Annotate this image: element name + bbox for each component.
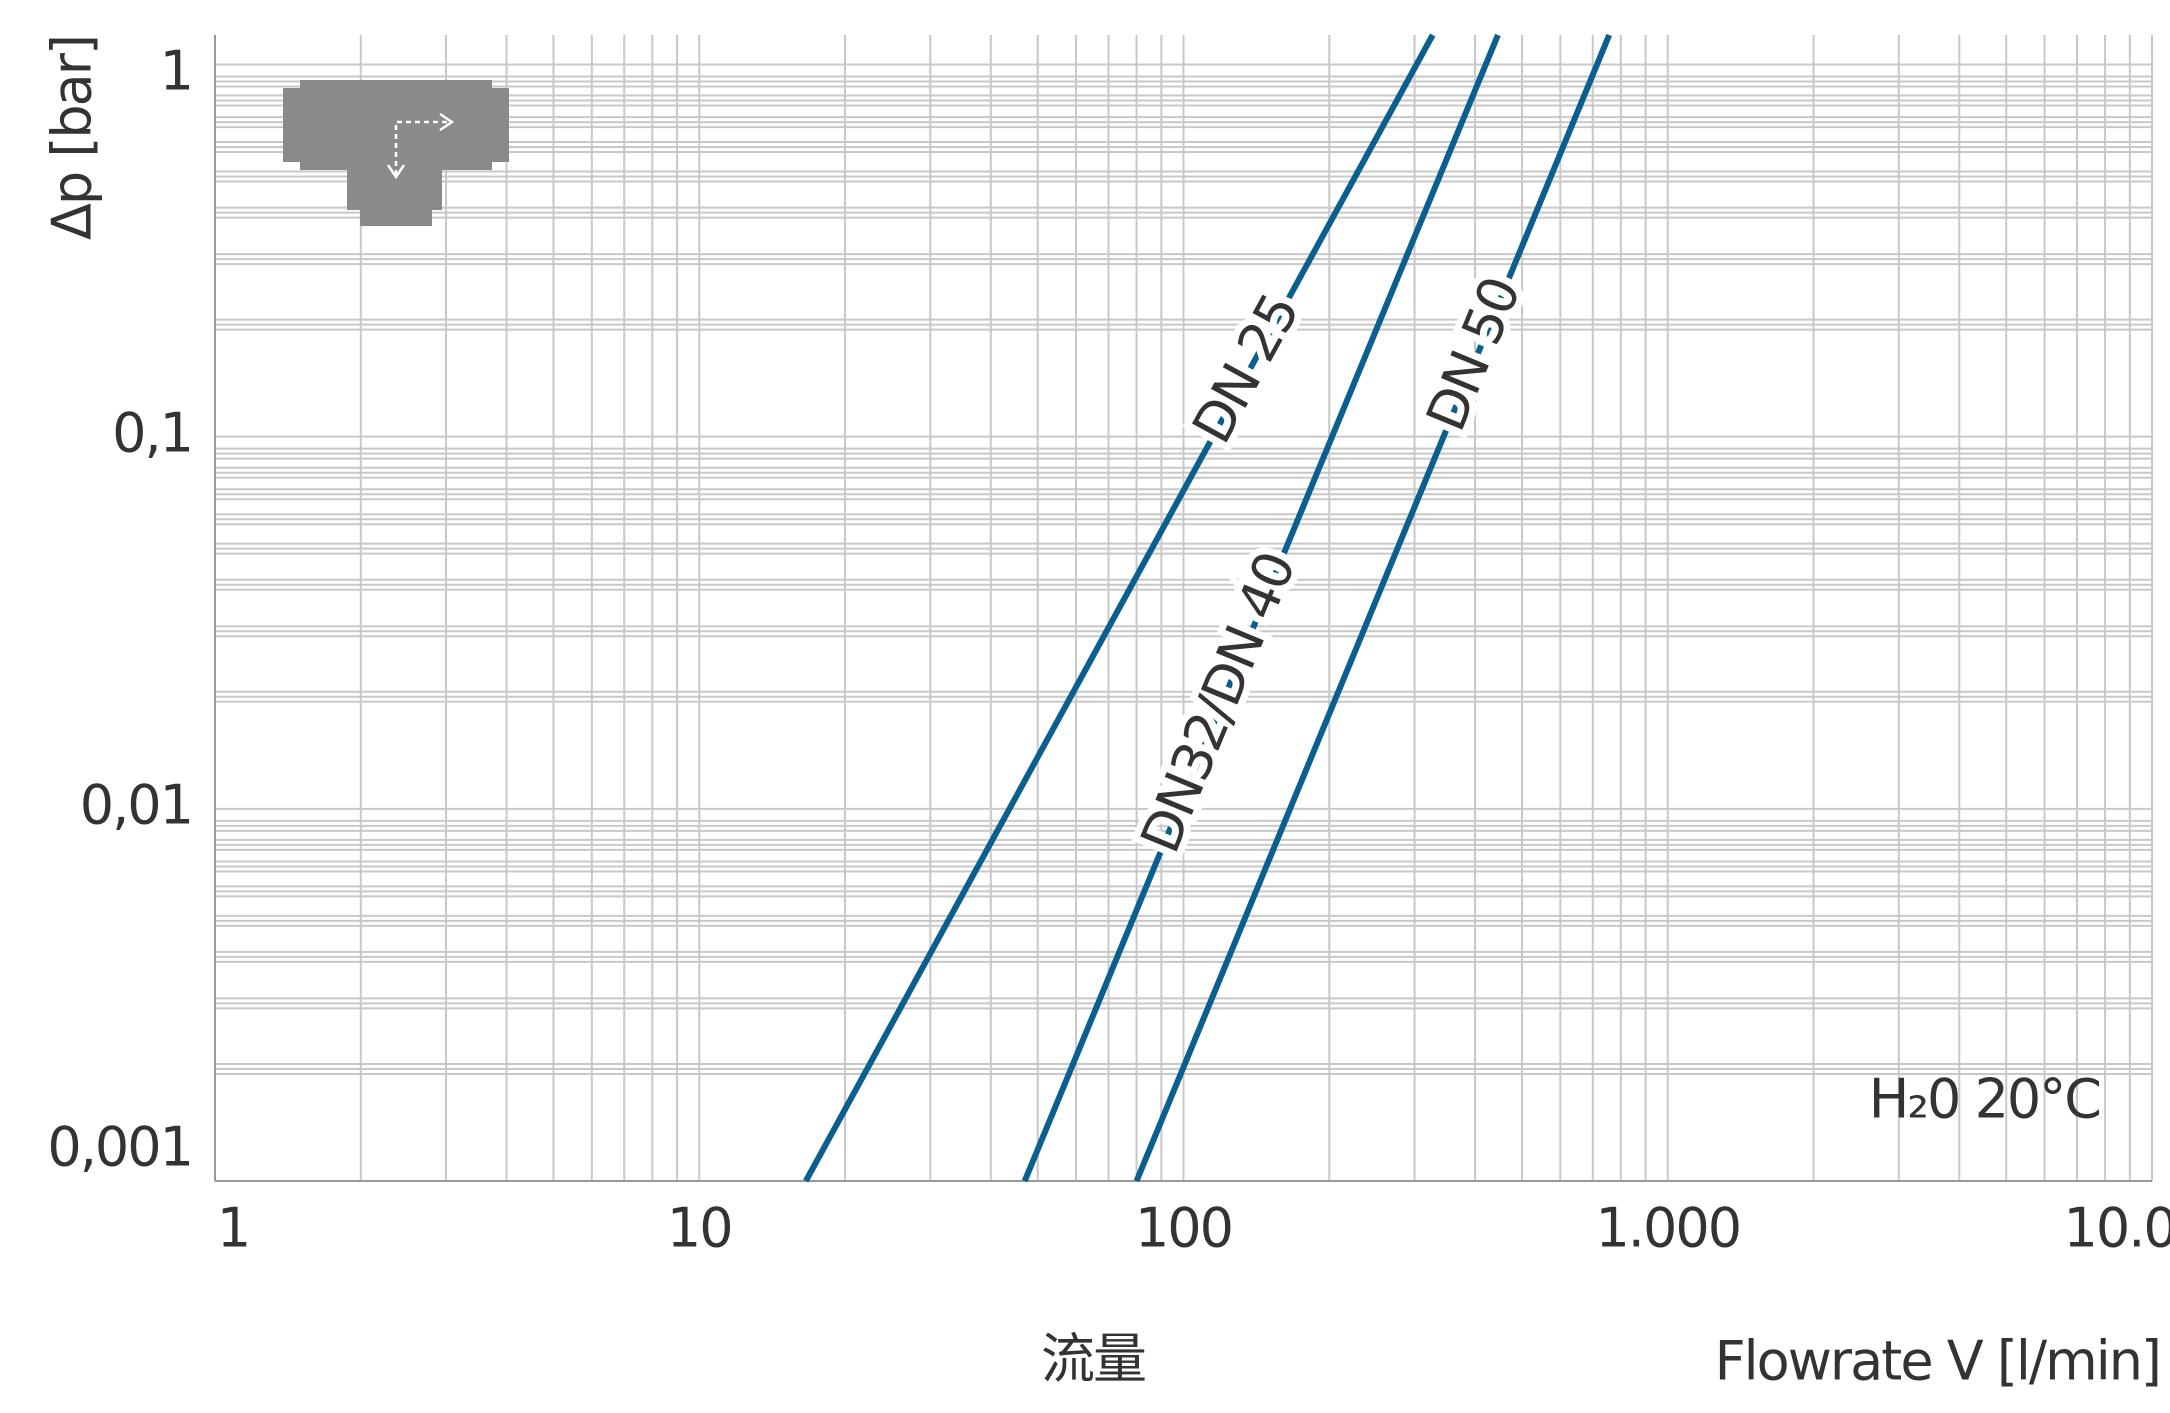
y-tick-label: 1 [160, 40, 192, 103]
x-axis-label-cn: 流量 [1041, 1328, 1145, 1391]
y-tick-label: 0,1 [112, 401, 192, 464]
x-tick-label: 10.000 [2064, 1197, 2170, 1260]
icon [283, 80, 509, 226]
x-tick-label: 10 [667, 1197, 732, 1260]
y-tick-label: 0,001 [47, 1116, 192, 1179]
annotation: H₂0 20°C [1869, 1068, 2100, 1131]
x-axis-label: Flowrate V [l/min] [1715, 1330, 2160, 1393]
x-tick-label: 1.000 [1595, 1197, 1740, 1260]
y-axis-label: Δp [bar] [41, 36, 104, 240]
line [803, 33, 1436, 1183]
series-label: DN 25 [1180, 285, 1311, 454]
x-tick-label: 100 [1135, 1197, 1232, 1260]
line [1021, 33, 1501, 1183]
series-label: DN 50 [1414, 269, 1532, 439]
line [1133, 33, 1612, 1183]
x-tick-label: 1 [217, 1197, 249, 1260]
y-tick-label: 0,01 [80, 773, 192, 836]
series-label: DN32/DN 40 [1128, 544, 1307, 861]
